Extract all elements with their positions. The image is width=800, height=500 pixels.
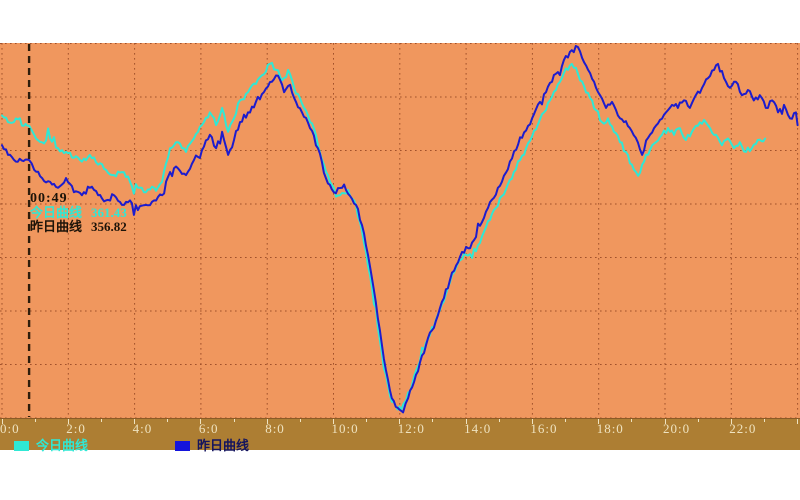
plot-area[interactable]: 00:49 今日曲线 361.43 昨日曲线 356.82 bbox=[0, 43, 800, 418]
axis-tick bbox=[134, 419, 136, 424]
axis-tick bbox=[200, 419, 202, 424]
tooltip-today-value: 361.43 bbox=[91, 205, 127, 220]
x-axis-label: 18:0 bbox=[596, 421, 624, 436]
axis-tick bbox=[266, 419, 268, 424]
axis-tick bbox=[763, 419, 765, 422]
axis-tick bbox=[531, 419, 533, 424]
axis-tick bbox=[100, 419, 102, 422]
axis-tick bbox=[399, 419, 401, 424]
x-axis-label: 14:0 bbox=[464, 421, 492, 436]
x-axis-label: 8:0 bbox=[265, 421, 285, 436]
axis-tick bbox=[1, 419, 3, 424]
tooltip-yesterday-row: 昨日曲线 356.82 bbox=[30, 220, 127, 234]
tooltip-time: 00:49 bbox=[30, 191, 68, 206]
x-axis-label: 2:0 bbox=[66, 421, 86, 436]
axis-tick bbox=[366, 419, 368, 422]
x-axis-label: 16:0 bbox=[530, 421, 558, 436]
axis-tick bbox=[34, 419, 36, 422]
x-axis-label: 6:0 bbox=[198, 421, 219, 436]
x-axis-label: 20:0 bbox=[663, 421, 691, 436]
tooltip-today-row: 今日曲线 361.43 bbox=[30, 206, 127, 220]
axis-tick bbox=[664, 419, 666, 424]
x-axis-label: 12:0 bbox=[397, 421, 425, 436]
legend-item-yesterday: 昨日曲线 bbox=[175, 435, 249, 454]
axis-tick bbox=[299, 419, 301, 422]
axis-tick bbox=[797, 419, 799, 424]
tooltip-today-label: 今日曲线 bbox=[30, 205, 83, 220]
x-axis-label: 10:0 bbox=[331, 421, 359, 436]
x-axis-label: 4:0 bbox=[132, 421, 153, 436]
axis-tick bbox=[498, 419, 500, 422]
legend-label: 今日曲线 bbox=[36, 438, 89, 453]
x-axis-label: 0:0 bbox=[0, 421, 20, 436]
legend-label: 昨日曲线 bbox=[197, 438, 250, 453]
axis-tick bbox=[697, 419, 699, 422]
x-axis-strip: 0:0 2:0 4:0 6:0 8:0 10:0 12:0 14:0 16:0 18:0 20:0 2… bbox=[0, 418, 800, 453]
legend-item-today: 今日曲线 bbox=[14, 435, 88, 454]
x-axis-label: 22:0 bbox=[729, 421, 757, 436]
axis-tick bbox=[565, 419, 566, 422]
axis-tick bbox=[167, 419, 169, 422]
tooltip-yesterday-value: 356.82 bbox=[91, 219, 127, 234]
axis-tick bbox=[233, 419, 235, 422]
axis-tick bbox=[465, 419, 467, 424]
axis-tick bbox=[333, 419, 334, 424]
chart-canvas[interactable] bbox=[0, 43, 800, 418]
legend-swatch bbox=[175, 441, 190, 451]
legend-swatch bbox=[14, 441, 29, 451]
axis-tick bbox=[598, 419, 600, 424]
series-line-today bbox=[1, 61, 767, 412]
axis-tick bbox=[432, 419, 434, 422]
axis-tick bbox=[67, 419, 69, 424]
tooltip-yesterday-label: 昨日曲线 bbox=[30, 219, 83, 234]
series-line-yesterday bbox=[1, 45, 799, 414]
axis-tick bbox=[730, 419, 732, 424]
axis-tick bbox=[631, 419, 633, 422]
cursor-tooltip: 00:49 今日曲线 361.43 昨日曲线 356.82 bbox=[30, 192, 127, 234]
